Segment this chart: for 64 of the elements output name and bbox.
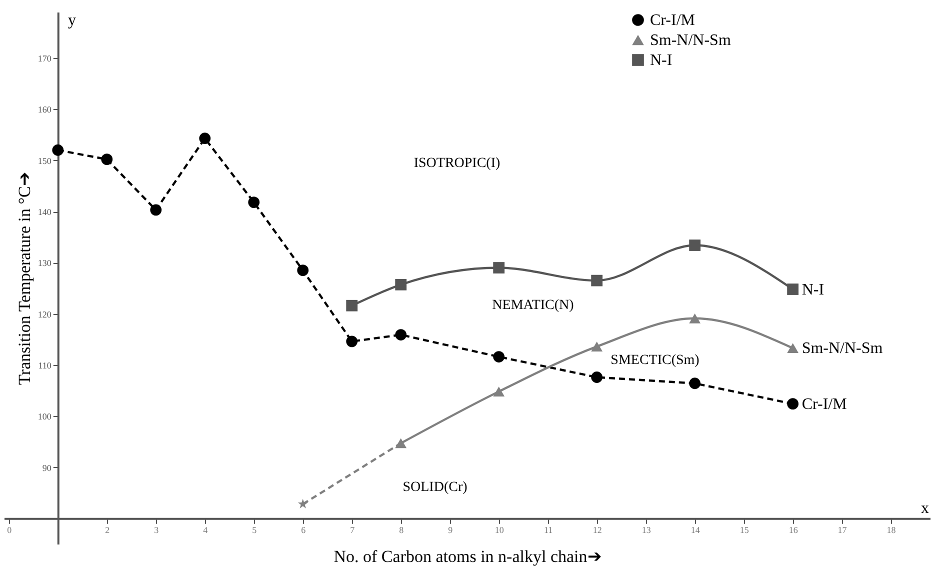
point — [787, 343, 799, 354]
x-tick-label: 15 — [740, 524, 750, 535]
x-tick-label: 12 — [592, 524, 602, 535]
point — [101, 154, 113, 166]
y-tick-label: 100 — [38, 412, 52, 422]
point — [591, 274, 603, 286]
legend-label: Sm-N/N-Sm — [650, 32, 732, 49]
x-tick-label: 14 — [690, 524, 700, 535]
text: Cr-I/M — [802, 396, 847, 413]
point — [297, 264, 309, 276]
y-tick-label: 90 — [42, 462, 52, 473]
x-tick-label: 5 — [252, 524, 258, 535]
annotation: NEMATIC(N) — [492, 298, 574, 313]
y-tick-label: 170 — [38, 54, 52, 64]
x-tick-label: 10 — [494, 524, 504, 535]
x-axis-title: No. of Carbon atoms in n-alkyl chain➔ — [334, 546, 602, 566]
point — [689, 240, 701, 251]
point — [591, 372, 603, 383]
point — [689, 378, 701, 390]
legend-label: Cr-I/M — [650, 12, 696, 29]
point — [395, 329, 407, 340]
point — [395, 278, 407, 290]
annotation: SOLID(Cr) — [402, 480, 468, 495]
y-tick-label: 120 — [38, 309, 52, 320]
annotation: y — [68, 12, 76, 29]
y-tick-label: 150 — [38, 156, 52, 166]
x-tick-label: 3 — [154, 524, 160, 535]
point — [248, 196, 260, 208]
point — [346, 300, 358, 312]
text: Sm-N/N-Sm — [802, 340, 883, 358]
point — [689, 313, 701, 324]
x-tick-label: 11 — [544, 524, 553, 535]
point — [787, 284, 799, 295]
y-tick-label: 140 — [38, 207, 52, 217]
annotation: x — [921, 500, 929, 517]
y-tick-label: 110 — [38, 360, 52, 370]
x-tick-label: 6 — [301, 524, 306, 535]
x-tick-label: 4 — [203, 524, 208, 535]
x-tick-label: 16 — [788, 524, 798, 535]
point — [199, 132, 211, 144]
x-tick-label: 0 — [7, 524, 12, 535]
point — [591, 342, 603, 352]
x-tick-label: 7 — [350, 524, 356, 535]
text: N-I — [802, 281, 824, 298]
point — [52, 144, 64, 156]
x-tick-label: 18 — [886, 524, 896, 535]
y-tick-label: 160 — [38, 104, 52, 115]
point — [493, 386, 505, 396]
x-tick-label: 13 — [642, 524, 652, 535]
point — [298, 498, 308, 508]
x-tick-label: 9 — [448, 524, 454, 535]
point — [150, 204, 162, 216]
annotation: ISOTROPIC(I) — [414, 156, 500, 171]
x-tick-label: 2 — [105, 524, 110, 535]
y-tick-label: 130 — [38, 258, 52, 268]
point — [346, 336, 358, 348]
legend-label: N-I — [650, 52, 672, 69]
x-tick-label: 17 — [838, 524, 848, 535]
x-tick-label: 8 — [399, 524, 404, 535]
y-axis-title: Transition Temperature in °C➔ — [14, 172, 34, 385]
point — [787, 398, 799, 410]
annotation: SMECTIC(Sm) — [610, 353, 700, 368]
point — [493, 351, 505, 362]
point — [493, 262, 505, 274]
